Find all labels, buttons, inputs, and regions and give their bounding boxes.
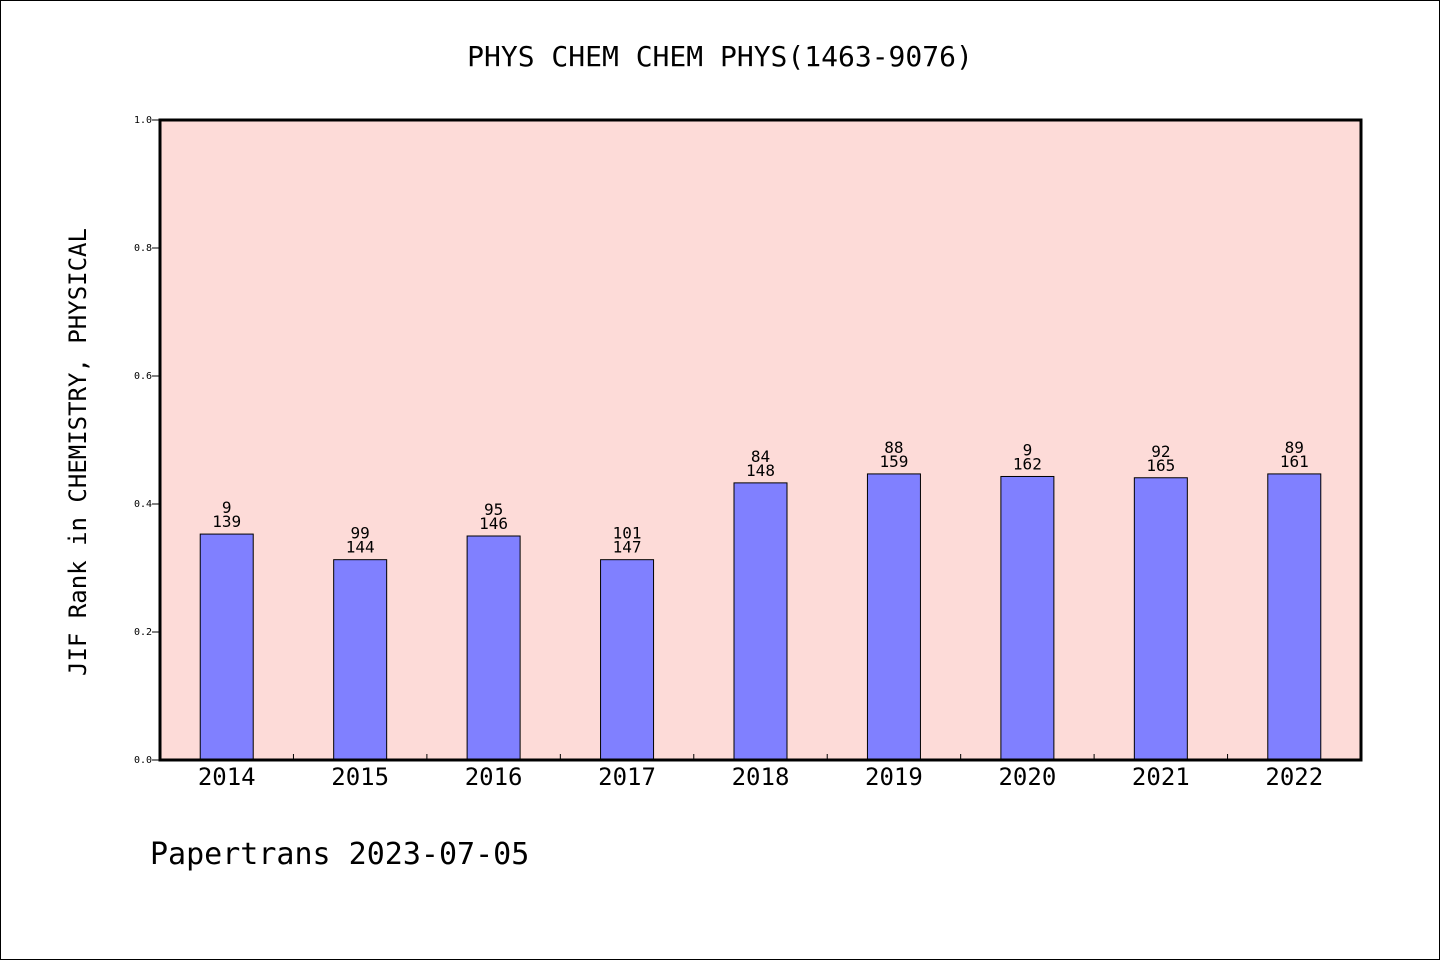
- bar: [733, 482, 788, 761]
- bar-rank-label: 9: [222, 498, 232, 517]
- y-tick-label: 0.0: [134, 755, 152, 766]
- bar-total-label: 165: [1146, 456, 1175, 475]
- bar: [199, 533, 254, 761]
- chart-title: PHYS CHEM CHEM PHYS(1463-9076): [467, 40, 973, 73]
- y-tick-label: 0.2: [134, 627, 152, 638]
- bar: [466, 535, 521, 761]
- y-axis-ticks: 0.0 0.2 0.4 0.6 0.8 1.0: [134, 115, 160, 766]
- x-tick-label: 2022: [1265, 763, 1323, 791]
- bars-group: [199, 473, 1322, 761]
- x-tick-label: 2020: [998, 763, 1056, 791]
- plot-border: [158, 118, 1363, 762]
- y-tick-label: 0.4: [134, 499, 152, 510]
- x-axis-ticks: 2014 2015 2016 2017 2018 2019 2020 2021 2022: [198, 754, 1323, 791]
- y-tick-label: 0.6: [134, 371, 152, 382]
- bar-rank-label: 89: [1285, 438, 1304, 457]
- bar-rank-label: 99: [351, 524, 370, 543]
- y-tick-label: 1.0: [134, 115, 152, 126]
- x-tick-label: 2016: [465, 763, 523, 791]
- bar-total-label: 146: [479, 514, 508, 533]
- bar-rank-label: 95: [484, 500, 503, 519]
- x-tick-label: 2018: [732, 763, 790, 791]
- x-tick-label: 2017: [598, 763, 656, 791]
- bar-rank-label: 92: [1151, 442, 1170, 461]
- y-axis-label: JIF Rank in CHEMISTRY, PHYSICAL: [64, 228, 92, 676]
- bar: [1267, 473, 1322, 761]
- bar-rank-label: 101: [613, 524, 642, 543]
- bar-total-label: 159: [879, 452, 908, 471]
- footer-text: Papertrans 2023-07-05: [150, 837, 529, 872]
- bar: [1133, 477, 1188, 761]
- bar-total-label: 162: [1013, 454, 1042, 473]
- bar-rank-label: 84: [751, 447, 770, 466]
- x-tick-label: 2019: [865, 763, 923, 791]
- bar-total-label: 144: [346, 538, 375, 557]
- bar-total-label: 148: [746, 461, 775, 480]
- bar: [600, 559, 655, 761]
- bar-total-label: 161: [1280, 452, 1309, 471]
- bar-labels-group: 9139991449514610114784148881599162921658…: [212, 438, 1308, 557]
- x-tick-label: 2021: [1132, 763, 1190, 791]
- bar: [866, 473, 921, 761]
- x-tick-label: 2014: [198, 763, 256, 791]
- x-tick-label: 2015: [331, 763, 389, 791]
- bar: [333, 559, 388, 761]
- bar-total-label: 147: [613, 538, 642, 557]
- y-tick-label: 0.8: [134, 243, 152, 254]
- bar-rank-label: 9: [1023, 440, 1033, 459]
- bar-total-label: 139: [212, 512, 241, 531]
- bar-rank-label: 88: [884, 438, 903, 457]
- bar: [1000, 475, 1055, 761]
